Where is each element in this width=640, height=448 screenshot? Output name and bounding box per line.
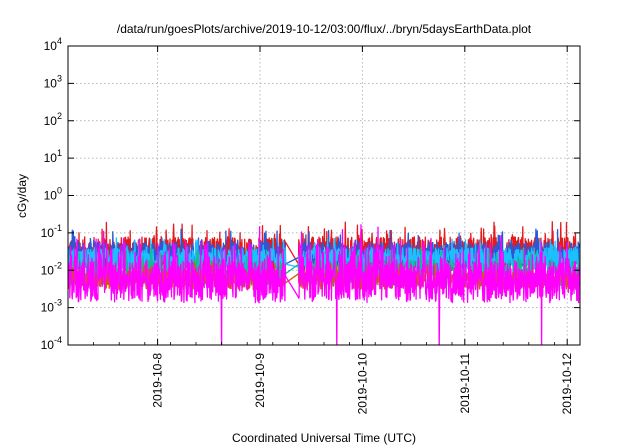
y-tick-label: 103 bbox=[44, 73, 62, 90]
x-tick-label: 2019-10-11 bbox=[458, 353, 472, 414]
chart-title: /data/run/goesPlots/archive/2019-10-12/0… bbox=[117, 22, 532, 36]
y-tick-label: 101 bbox=[44, 148, 62, 165]
x-tick-label: 2019-10-9 bbox=[253, 353, 267, 408]
data-series bbox=[68, 221, 580, 345]
y-tick-label: 102 bbox=[44, 111, 62, 128]
x-tick-label: 2019-10-8 bbox=[151, 353, 165, 408]
x-tick-label: 2019-10-10 bbox=[355, 353, 369, 415]
x-tick-label: 2019-10-12 bbox=[560, 353, 574, 415]
y-tick-label: 10-4 bbox=[41, 335, 62, 352]
x-axis-label: Coordinated Universal Time (UTC) bbox=[232, 431, 416, 445]
series-line-6 bbox=[68, 224, 580, 345]
axis-ticks: 10-4 10-3 10-2 10-1 100 101 102 103 104 2019-10-8… bbox=[41, 36, 581, 415]
y-tick-label: 10-3 bbox=[41, 298, 62, 315]
y-tick-label: 10-2 bbox=[41, 260, 62, 277]
y-tick-label: 10-1 bbox=[41, 223, 62, 240]
y-tick-label: 100 bbox=[44, 186, 62, 203]
y-axis-label: cGy/day bbox=[15, 174, 29, 218]
y-tick-label: 104 bbox=[44, 36, 62, 53]
